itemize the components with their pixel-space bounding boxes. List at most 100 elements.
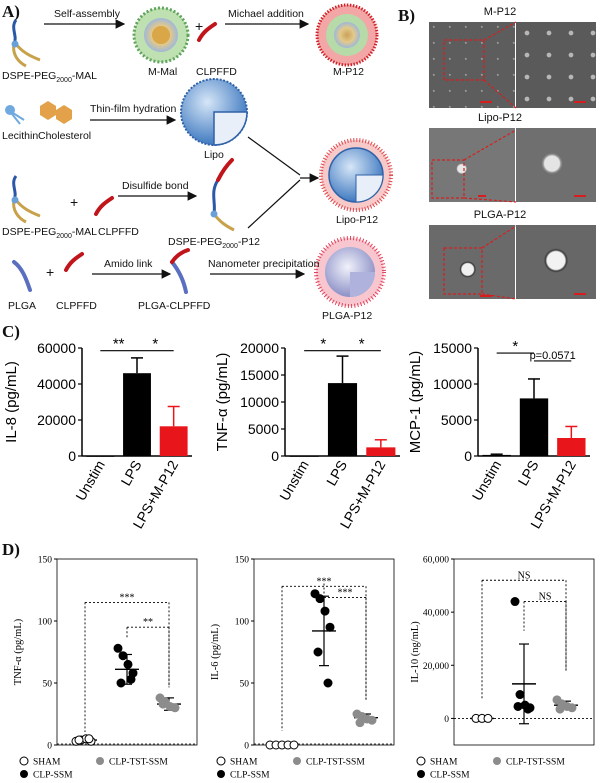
panel-b-label: B) bbox=[398, 6, 415, 25]
data-point-clp-tst-ssm bbox=[567, 703, 577, 713]
y-tick-label: 0 bbox=[68, 448, 76, 464]
significance-label: * bbox=[359, 336, 365, 353]
legend-marker-clp-ssm bbox=[217, 770, 225, 778]
legend-marker-clp-ssm bbox=[20, 770, 28, 778]
label-dspe-peg-mal-2: DSPE-PEG2000-MAL bbox=[2, 226, 97, 241]
y-tick-label: 40,000 bbox=[423, 609, 449, 619]
label-plga-clpffd: PLGA-CLPFFD bbox=[138, 300, 211, 312]
plot-frame bbox=[56, 558, 198, 746]
y-tick-label: 15000 bbox=[240, 367, 279, 383]
legend-label-clp-tst-ssm: CLP-TST-SSM bbox=[306, 758, 365, 768]
plus-sign-2: + bbox=[70, 194, 79, 210]
x-tick-label: LPS bbox=[515, 458, 542, 489]
bar-unstim bbox=[86, 456, 115, 457]
x-tick-label: Unstim bbox=[72, 458, 108, 504]
data-point-sham bbox=[483, 713, 493, 723]
bar-lps bbox=[123, 373, 151, 456]
cholesterol-molecule bbox=[40, 101, 72, 124]
significance-label: * bbox=[512, 338, 518, 355]
scatter-chart-2: 0 50 100 150 IL-6 (pg/mL) *** *** SHAM CLP-TST-S… bbox=[210, 556, 395, 781]
data-point-clp-ssm bbox=[118, 651, 128, 661]
m-mal-micelle bbox=[132, 6, 190, 64]
y-tick-label: 20000 bbox=[37, 412, 76, 428]
y-tick-label: 5000 bbox=[248, 421, 279, 437]
tem-zoom-indicators bbox=[431, 21, 586, 300]
data-point-clp-tst-ssm bbox=[367, 715, 377, 725]
tem-image-m-p12 bbox=[429, 22, 515, 108]
bar-lps bbox=[519, 398, 549, 456]
bar-chart-2: 0 5000 10000 15000 20000 TNF-α (pg/mL) Unstim L… bbox=[214, 336, 400, 531]
legend-marker-clp-ssm bbox=[417, 770, 425, 778]
data-point-clp-ssm bbox=[320, 606, 330, 616]
x-tick-label: LPS bbox=[118, 458, 145, 489]
legend-label-clp-ssm: CLP-SSM bbox=[33, 771, 73, 781]
tem-zoom-lipo-p12 bbox=[516, 128, 596, 202]
label-dspe-peg-mal: DSPE-PEG2000-MAL bbox=[2, 70, 97, 85]
data-point-clp-ssm bbox=[123, 659, 133, 669]
y-axis-label: IL-8 (pg/mL) bbox=[3, 361, 20, 443]
y-tick-label: 5000 bbox=[441, 412, 472, 428]
significance-label: *** bbox=[317, 576, 332, 587]
dspe-peg-p12-molecule bbox=[210, 158, 235, 232]
panel-a-schematic bbox=[5, 3, 393, 308]
y-tick-label: 15000 bbox=[433, 340, 472, 356]
y-axis-label: TNF-α (pg/mL) bbox=[13, 618, 24, 685]
significance-label: p=0.0571 bbox=[530, 350, 576, 362]
legend-marker-sham bbox=[19, 756, 29, 766]
legend-label-sham: SHAM bbox=[430, 758, 458, 768]
scatter-chart-3: 0 20,000 40,000 60,000 IL-10 (ng/mL) NS NS SHAM… bbox=[410, 556, 595, 781]
y-tick-label: 60000 bbox=[37, 340, 76, 356]
significance-label: *** bbox=[120, 592, 135, 603]
data-point-clp-ssm bbox=[515, 690, 525, 700]
y-tick-label: 0 bbox=[464, 448, 472, 464]
significance-label: ** bbox=[113, 336, 125, 353]
liposome bbox=[180, 78, 248, 146]
legend-label-clp-tst-ssm: CLP-TST-SSM bbox=[109, 758, 168, 768]
label-cholesterol: Cholesterol bbox=[38, 130, 92, 142]
tem-title-lipo-p12: Lipo-P12 bbox=[477, 112, 523, 124]
x-tick-label: Unstim bbox=[276, 458, 312, 504]
y-tick-label: 50 bbox=[43, 680, 53, 690]
step-amido-link: Amido link bbox=[104, 258, 153, 270]
step-michael-addition: Michael addition bbox=[228, 8, 304, 20]
bar-lps bbox=[327, 383, 358, 456]
plot-frame bbox=[253, 558, 395, 746]
step-nanometer-precipitation: Nanometer precipitation bbox=[208, 258, 320, 270]
bar-lps-m-p12 bbox=[366, 447, 396, 456]
bar-unstim bbox=[482, 454, 511, 456]
clpffd-peptide bbox=[197, 22, 217, 42]
legend-label-clp-tst-ssm: CLP-TST-SSM bbox=[506, 758, 565, 768]
data-point-clp-tst-ssm bbox=[355, 718, 365, 728]
significance-label: NS bbox=[539, 592, 552, 603]
legend-marker-clp-tst-ssm bbox=[493, 757, 501, 765]
lipo-p12 bbox=[319, 138, 393, 212]
y-tick-label: 40000 bbox=[37, 376, 76, 392]
y-tick-label: 60,000 bbox=[423, 556, 449, 566]
data-point-clp-ssm bbox=[523, 704, 533, 714]
label-dspe-peg-p12: DSPE-PEG2000-P12 bbox=[168, 236, 261, 251]
label-m-mal: M-Mal bbox=[148, 66, 178, 78]
data-point-clp-ssm bbox=[126, 674, 136, 684]
legend-marker-clp-tst-ssm bbox=[293, 757, 301, 765]
legend-marker-sham bbox=[416, 756, 426, 766]
y-tick-label: 10000 bbox=[433, 376, 472, 392]
tem-title-m-p12: M-P12 bbox=[483, 6, 517, 18]
y-axis-label: TNF-α (pg/mL) bbox=[214, 353, 231, 452]
data-point-clp-ssm bbox=[325, 622, 335, 632]
bar-lps-m-p12 bbox=[159, 426, 188, 456]
label-m-p12: M-P12 bbox=[333, 66, 364, 78]
step-self-assembly: Self-assembly bbox=[54, 8, 120, 20]
y-tick-label: 0 bbox=[271, 448, 279, 464]
y-tick-label: 10000 bbox=[240, 394, 279, 410]
y-tick-label: 0 bbox=[444, 715, 449, 725]
plga-polymer bbox=[12, 260, 32, 292]
bar-lps-m-p12 bbox=[557, 438, 586, 456]
legend-label-clp-ssm: CLP-SSM bbox=[230, 771, 270, 781]
y-tick-label: 150 bbox=[38, 556, 53, 566]
significance-label: * bbox=[152, 336, 158, 353]
legend: SHAM CLP-TST-SSM CLP-SSM bbox=[19, 756, 168, 781]
data-point-clp-ssm bbox=[113, 643, 123, 653]
plus-sign-3: + bbox=[46, 264, 55, 280]
